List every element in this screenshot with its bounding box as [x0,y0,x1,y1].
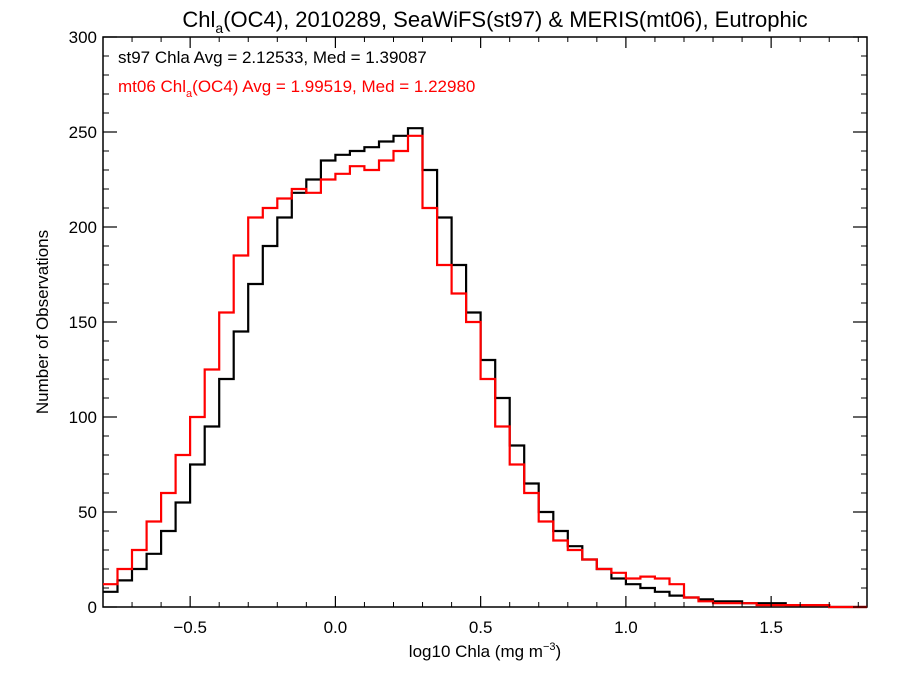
y-tick-label: 100 [69,408,97,427]
y-tick-label: 0 [88,598,97,617]
y-tick-label: 50 [78,503,97,522]
x-axis-label: log10 Chla (mg m−3) [409,641,561,661]
annotation-mt06-prefix: mt06 Chl [118,77,186,96]
x-tick-label: 0.0 [324,618,348,637]
annotation-mt06-subscript: a [186,88,193,100]
chart-title-rest: (OC4), 2010289, SeaWiFS(st97) & MERIS(mt… [223,7,807,32]
x-axis-label-superscript: −3 [543,641,556,653]
y-axis-label: Number of Observations [33,230,52,414]
x-tick-label: 0.5 [469,618,493,637]
x-tick-label: −0.5 [173,618,207,637]
annotation-st97: st97 Chla Avg = 2.12533, Med = 1.39087 [118,48,427,67]
x-tick-label: 1.0 [614,618,638,637]
annotation-mt06: mt06 Chla(OC4) Avg = 1.99519, Med = 1.22… [118,77,475,100]
series-mt06-line [103,134,867,609]
series-st97-line [103,127,867,609]
annotation-mt06-rest: (OC4) Avg = 1.99519, Med = 1.22980 [192,77,475,96]
x-axis-label-close: ) [556,642,562,661]
y-tick-label: 300 [69,28,97,47]
chart-title: Chla(OC4), 2010289, SeaWiFS(st97) & MERI… [182,7,807,36]
y-tick-label: 250 [69,123,97,142]
series-layer [103,127,867,609]
axis-ticks: −0.5 0.0 0.5 1.0 1.5 0 50 100 150 200 250 300 [69,28,867,637]
chart-title-subscript: a [215,20,223,36]
x-axis-label-main: log10 Chla (mg m [409,642,543,661]
chart-title-prefix: Chl [182,7,215,32]
y-tick-label: 200 [69,218,97,237]
x-tick-label: 1.5 [759,618,783,637]
y-tick-label: 150 [69,313,97,332]
plot-frame [102,36,868,608]
